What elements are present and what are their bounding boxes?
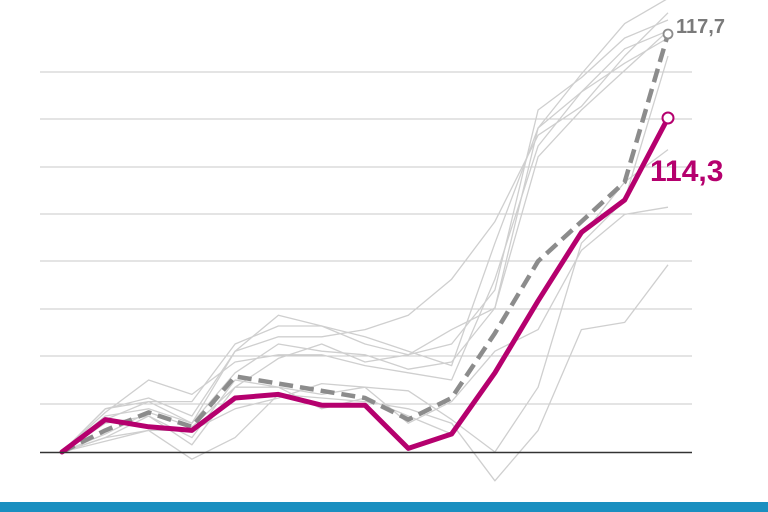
dashed-series bbox=[60, 33, 671, 455]
gridlines bbox=[40, 71, 692, 405]
highlight-series bbox=[59, 115, 671, 455]
background-series-line-3 bbox=[61, 19, 669, 453]
background-series-line-8 bbox=[61, 37, 669, 453]
dashed-end-label: 117,7 bbox=[676, 16, 725, 38]
highlight-end-marker bbox=[661, 111, 675, 125]
background-series-line-6 bbox=[61, 12, 669, 453]
background-series bbox=[61, 0, 669, 482]
dashed-series-line bbox=[60, 33, 671, 455]
background-series-line-4 bbox=[61, 30, 669, 453]
end-markers bbox=[661, 28, 675, 125]
dashed-end-marker bbox=[662, 28, 674, 40]
background-series-line-7 bbox=[61, 0, 667, 453]
bottom-bar bbox=[0, 502, 768, 512]
highlight-series-line bbox=[59, 115, 671, 455]
background-series-line-10 bbox=[61, 264, 669, 482]
highlight-end-label: 114,3 bbox=[650, 155, 723, 188]
